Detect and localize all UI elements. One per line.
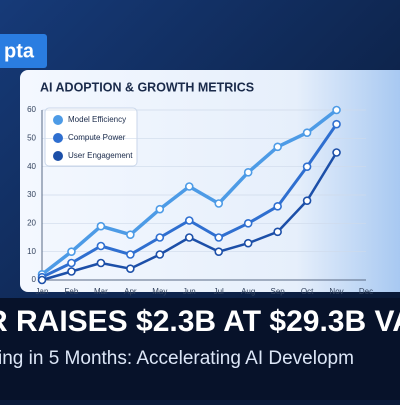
data-point <box>96 241 106 251</box>
x-tick-label: Feb <box>65 287 79 296</box>
y-tick-label: 30 <box>27 190 36 199</box>
x-tick-label: Mar <box>94 287 108 296</box>
data-point <box>273 202 282 211</box>
plot: 0 10 20 30 40 50 60 Jan Feb Mar Apr May Jun Jul Aug Sep… <box>27 105 373 296</box>
headline: R RAISES $2.3B AT $29.3B VAL <box>0 305 400 338</box>
y-tick-label: 60 <box>27 105 36 114</box>
x-tick-label: Jun <box>183 287 196 296</box>
data-point <box>155 204 165 214</box>
data-point <box>184 233 194 242</box>
legend-icon <box>53 115 63 125</box>
data-point <box>243 238 253 248</box>
x-tick-label: Dec <box>359 287 373 296</box>
data-point <box>273 142 282 152</box>
data-point <box>126 250 135 259</box>
data-point <box>214 233 224 242</box>
x-tick-label: May <box>152 287 167 296</box>
legend <box>44 107 138 167</box>
data-point <box>184 216 194 225</box>
data-point <box>96 221 106 231</box>
brand: pta <box>4 40 35 62</box>
data-point <box>37 275 47 285</box>
x-tick-label: Oct <box>301 287 314 296</box>
data-point <box>302 162 312 171</box>
data-point <box>126 230 135 239</box>
data-point <box>332 148 341 157</box>
y-tick-label: 20 <box>27 218 36 227</box>
data-point <box>96 258 106 268</box>
data-point <box>67 267 76 276</box>
chart-title: AI ADOPTION & GROWTH METRICS <box>40 80 254 94</box>
x-tick-label: Jul <box>214 287 224 296</box>
data-point <box>126 264 135 273</box>
legend-icon <box>53 133 63 143</box>
legend-label: Model Efficiency <box>68 115 126 124</box>
data-point <box>67 258 76 268</box>
legend-label: User Engagement <box>68 151 133 160</box>
x-tick-label: Aug <box>241 287 255 296</box>
data-point <box>332 119 341 129</box>
y-tick-label: 0 <box>32 275 37 284</box>
data-point <box>155 233 165 242</box>
x-tick-label: Nov <box>329 287 343 296</box>
data-point <box>302 128 312 137</box>
data-point <box>243 219 253 228</box>
data-point <box>273 227 282 237</box>
y-tick-label: 50 <box>27 133 36 142</box>
x-tick-label: Sep <box>271 287 286 296</box>
brand-tag <box>0 34 47 68</box>
headline-band <box>0 298 400 400</box>
x-tick-label: Jan <box>36 287 49 296</box>
subheadline: ing in 5 Months: Accelerating AI Develop… <box>0 348 354 369</box>
data-point <box>214 247 224 256</box>
y-tick-label: 40 <box>27 162 36 171</box>
data-point <box>184 182 194 191</box>
data-point <box>214 199 224 208</box>
data-point <box>243 168 253 177</box>
data-point <box>332 105 341 115</box>
legend-icon <box>53 151 63 161</box>
legend-label: Compute Power <box>68 133 126 142</box>
data-point <box>302 196 312 205</box>
data-point <box>67 247 76 256</box>
data-point <box>155 250 165 259</box>
x-tick-label: Apr <box>124 287 137 296</box>
y-tick-label: 10 <box>27 247 36 256</box>
